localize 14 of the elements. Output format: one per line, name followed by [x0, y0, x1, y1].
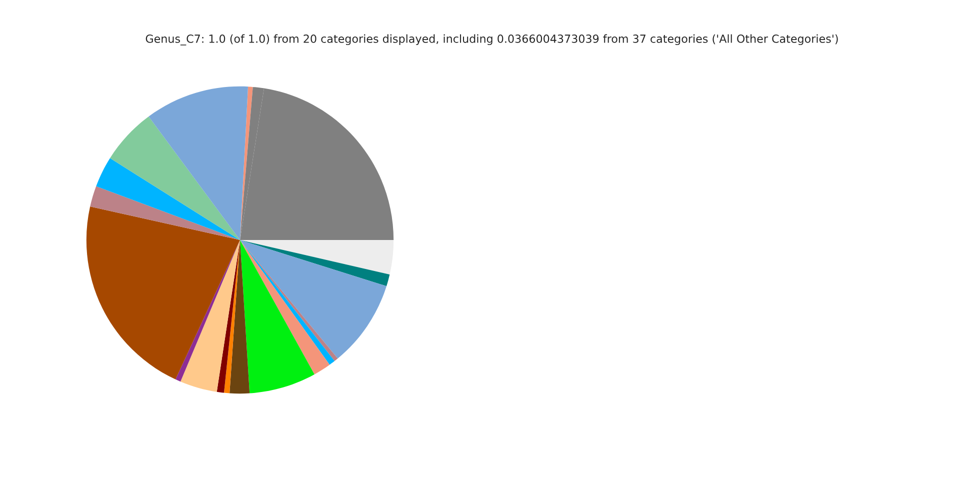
- text: Genus_C7: 1.0 (of 1.0) from 20 categories displayed, including 0.0366004373039 from 37 categories ('All Other Categories'): [146, 34, 838, 46]
- pie-slice: [240, 240, 387, 358]
- pie-slice: [110, 116, 240, 240]
- pie-slice: [96, 158, 240, 240]
- pie-slice: [216, 240, 240, 393]
- pie-slice: [240, 240, 390, 286]
- pie-slice: [90, 186, 240, 240]
- pie-slice: [224, 240, 240, 394]
- pie-slice: [86, 206, 240, 380]
- pie-slice: [240, 86, 253, 240]
- pie-slice: [148, 86, 248, 240]
- pie-slice: [240, 88, 394, 240]
- pie-slice: [240, 240, 314, 394]
- pie-slice: [240, 240, 394, 274]
